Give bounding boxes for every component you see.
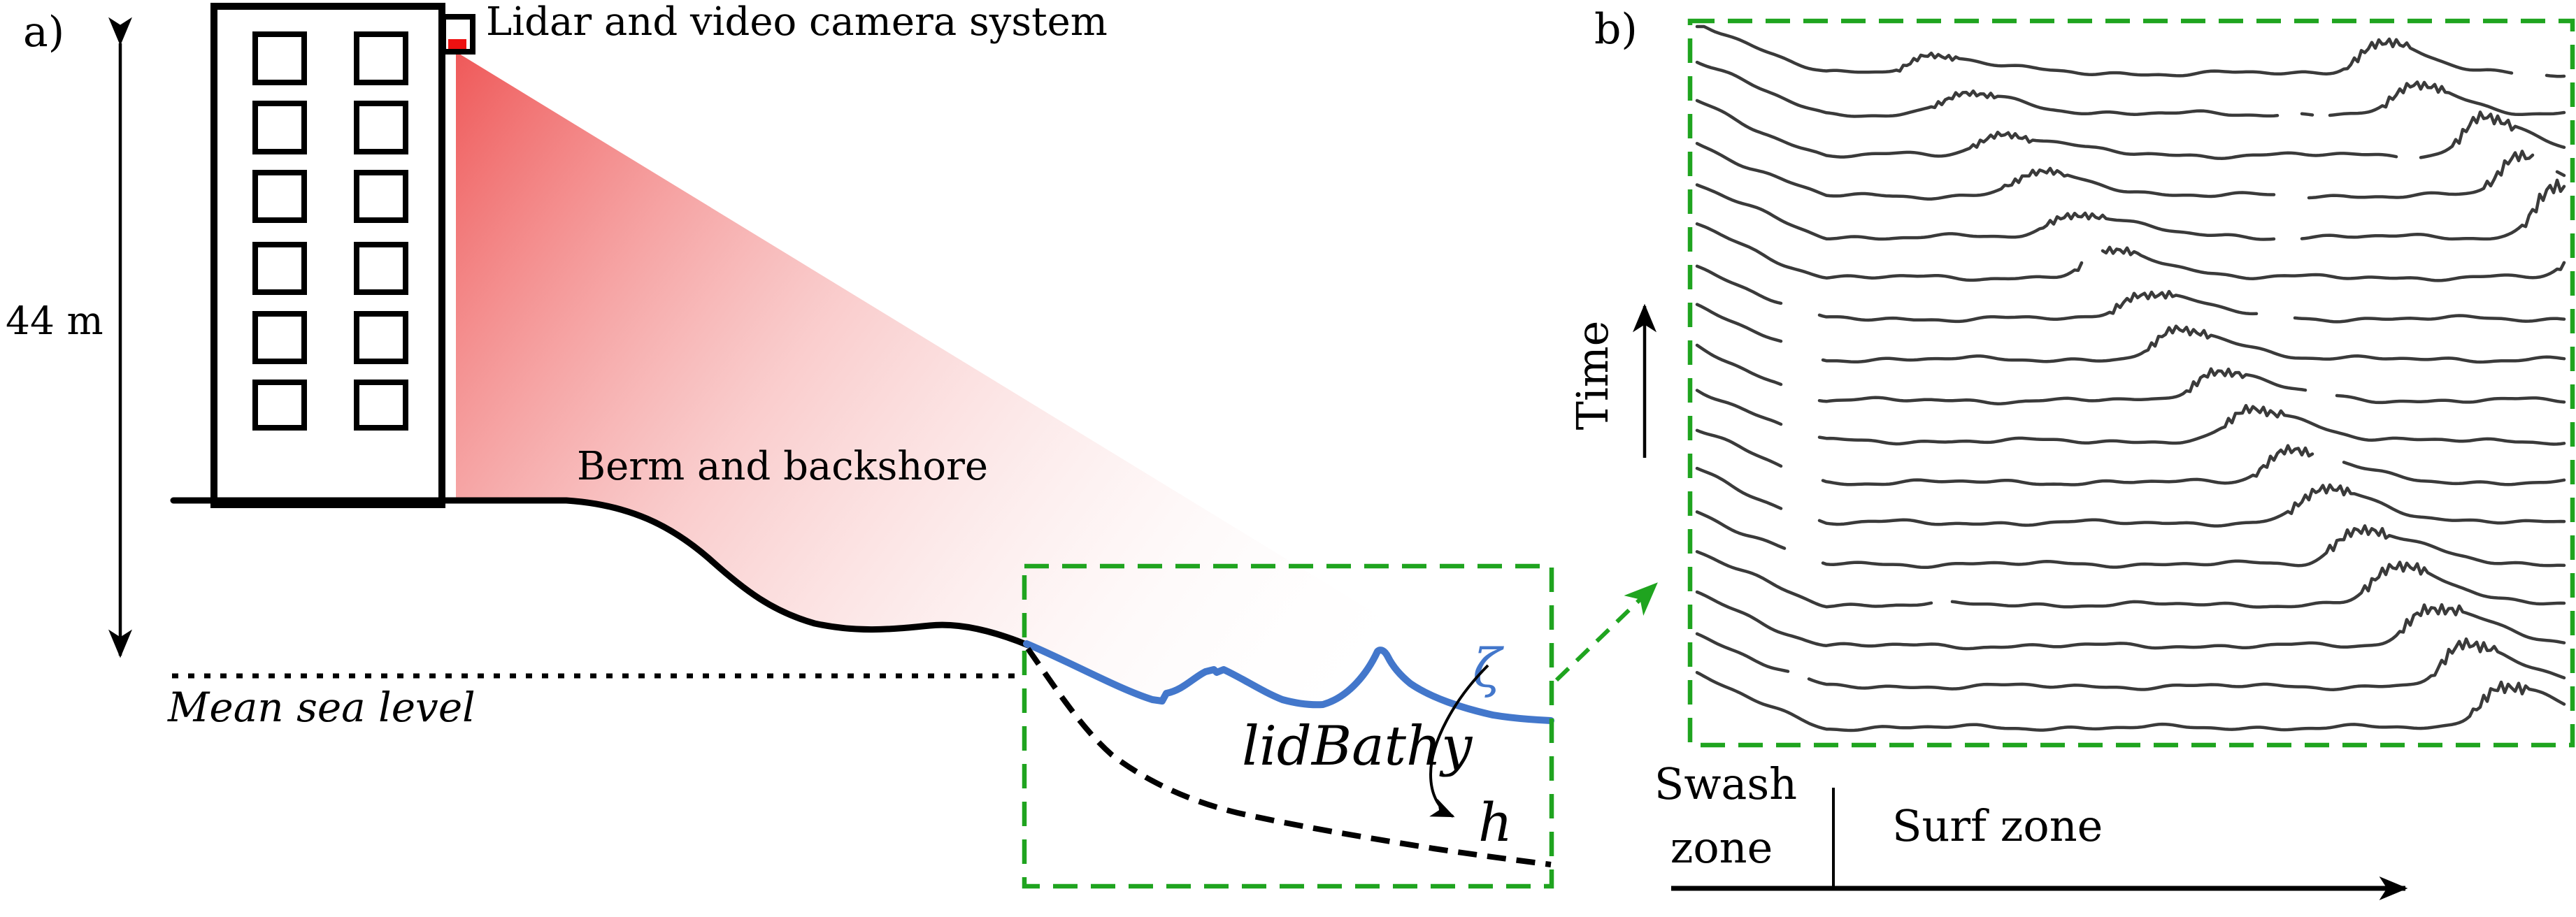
wave-profile bbox=[1695, 178, 2566, 241]
wave-profile bbox=[1695, 389, 2566, 446]
wave-profile bbox=[1695, 141, 2566, 201]
building-window bbox=[252, 170, 307, 223]
building-window bbox=[252, 380, 307, 431]
roi-box-a bbox=[1022, 563, 1554, 889]
building-window bbox=[354, 380, 408, 431]
berm-backshore-label: Berm and backshore bbox=[577, 444, 988, 489]
mean-sea-level-label: Mean sea level bbox=[167, 684, 475, 731]
zeta-symbol: ζ bbox=[1473, 637, 1504, 699]
building-window bbox=[252, 31, 307, 85]
wave-profile bbox=[1695, 60, 2566, 118]
wave-profile bbox=[1695, 343, 2566, 405]
building-windows bbox=[252, 31, 408, 431]
building-window bbox=[252, 242, 307, 295]
height-label: 44 m bbox=[6, 298, 103, 343]
roi-box-b bbox=[1687, 18, 2575, 748]
lidar-beam bbox=[456, 52, 1551, 721]
wave-profile bbox=[1695, 670, 2566, 732]
building-window bbox=[354, 101, 408, 154]
wave-profile bbox=[1695, 24, 2566, 78]
panel-a-tag: a) bbox=[23, 8, 64, 57]
swash-zone-label-line2: zone bbox=[1670, 822, 1773, 873]
wave-profile-stack bbox=[1695, 24, 2566, 732]
wave-profile bbox=[1695, 590, 2566, 651]
wave-profile bbox=[1695, 303, 2566, 364]
panel-b-tag: b) bbox=[1594, 5, 1638, 54]
lidbathy-label: lidBathy bbox=[1242, 715, 1473, 778]
surf-zone-label: Surf zone bbox=[1892, 800, 2103, 851]
panel-a: a) 44 m Lidar and video camera system Be… bbox=[6, 0, 1658, 889]
depth-symbol: h bbox=[1478, 791, 1512, 853]
building-window bbox=[354, 31, 408, 85]
wave-profile bbox=[1695, 428, 2566, 486]
wave-profile bbox=[1695, 510, 2566, 570]
water-surface-line bbox=[1023, 640, 1554, 724]
building-window bbox=[354, 242, 408, 295]
beach-profile-line bbox=[170, 497, 1031, 649]
wave-profile bbox=[1695, 99, 2566, 160]
wave-profile bbox=[1695, 550, 2566, 609]
depth-pointer-arrow bbox=[1429, 664, 1489, 818]
time-axis-label: Time bbox=[1567, 321, 1618, 431]
wave-profile bbox=[1695, 264, 2566, 324]
swash-zone-label-line1: Swash bbox=[1654, 758, 1797, 809]
panel-b: b) Time Swash zone Surf zone bbox=[1567, 5, 2575, 900]
building-window bbox=[252, 101, 307, 154]
wave-profile bbox=[1695, 466, 2566, 528]
building-window bbox=[354, 311, 408, 364]
lidar-system-label: Lidar and video camera system bbox=[486, 0, 1108, 45]
building-window bbox=[252, 311, 307, 364]
wave-profile bbox=[1695, 632, 2566, 691]
bathymetry-dashed-line bbox=[1025, 647, 1552, 867]
zoom-link-arrow bbox=[1554, 582, 1658, 682]
building-window bbox=[354, 170, 408, 223]
lidar-sensor-icon bbox=[448, 39, 466, 49]
wave-profile bbox=[1695, 222, 2566, 282]
